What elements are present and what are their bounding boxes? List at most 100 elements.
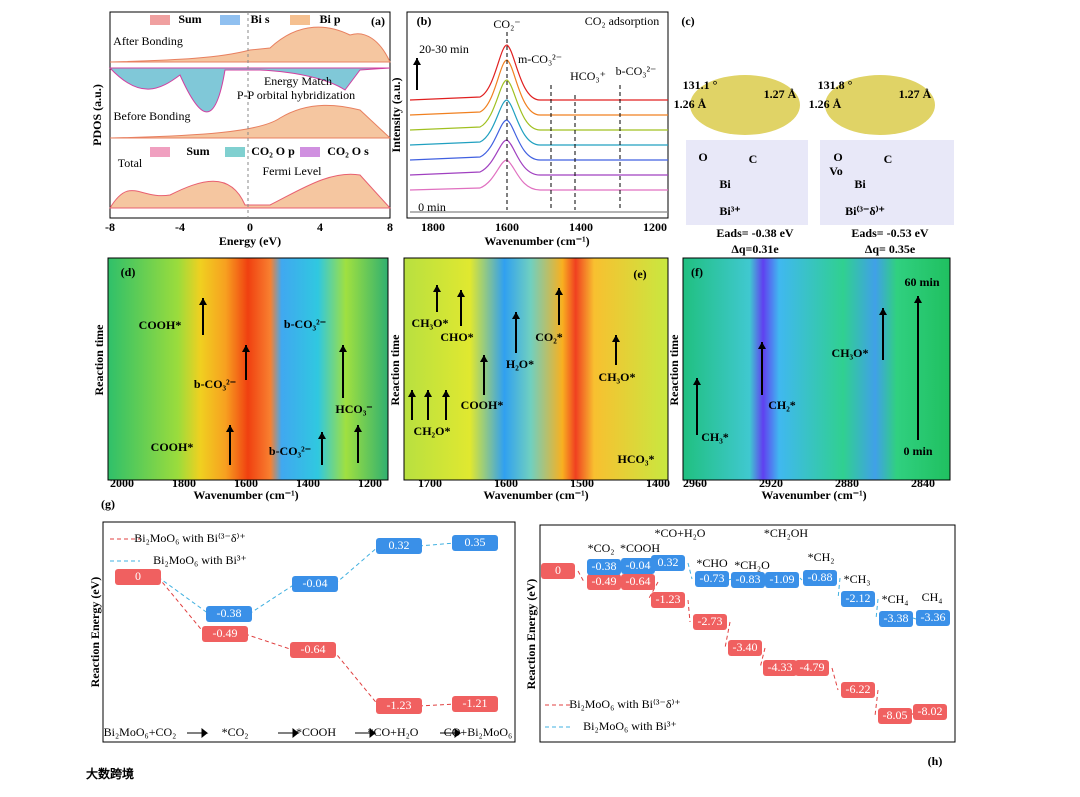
axis-label: Intensity (a.u.)	[389, 77, 403, 152]
energy-value: -0.83	[736, 572, 761, 586]
tick-label: -8	[105, 220, 115, 234]
label: Before Bonding	[114, 109, 191, 123]
arrow-head	[480, 355, 488, 362]
structure	[825, 75, 935, 135]
energy-level	[541, 563, 575, 579]
energy-value: -1.09	[770, 572, 795, 586]
tick-label: 1200	[358, 476, 382, 490]
label: C	[884, 152, 893, 166]
connector	[875, 598, 879, 620]
charge-map	[820, 140, 954, 225]
tick-label: 2920	[759, 476, 783, 490]
label: b-CO₃²⁻	[194, 377, 236, 391]
energy-value: -0.49	[592, 574, 617, 588]
arrow-head	[354, 425, 362, 432]
tick-label: 2000	[110, 476, 134, 490]
legend-entry: Bi₂MoO₆ with Bi⁽³⁻δ⁾⁺	[134, 531, 246, 545]
arrow-head	[555, 288, 563, 295]
energy-value: -0.73	[700, 571, 725, 585]
heatmap	[682, 257, 951, 481]
legend-swatch	[300, 147, 320, 157]
label: 0 min	[418, 200, 446, 214]
step-label: Bi₂MoO₆+CO₂	[104, 725, 177, 739]
label: HCO₃⁻	[335, 402, 372, 416]
energy-level	[841, 682, 875, 698]
energy-value: -0.38	[217, 606, 242, 620]
tick-label: 1600	[234, 476, 258, 490]
label: Vo	[829, 164, 843, 178]
tick-label: 8	[387, 220, 393, 234]
energy-value: 0.32	[658, 555, 679, 569]
connector	[799, 577, 803, 581]
energy-value: -3.38	[884, 611, 909, 625]
energy-value: -0.64	[626, 574, 651, 588]
legend-swatch	[225, 147, 245, 157]
arrow-head	[914, 296, 922, 303]
panel-label: (e)	[633, 267, 646, 281]
step-label: *CO+H₂O	[655, 526, 706, 540]
energy-level	[693, 614, 727, 630]
connector	[831, 667, 839, 691]
axis-label: Reaction time	[92, 324, 106, 396]
label: 1.26 Å	[809, 97, 842, 111]
charge-map	[686, 140, 808, 225]
energy-level	[765, 572, 799, 588]
panel-label: (h)	[928, 754, 943, 768]
energy-level	[115, 569, 161, 585]
connector	[837, 577, 841, 600]
energy-value: -8.02	[918, 704, 943, 718]
label: CH₃O*	[599, 370, 636, 384]
energy-value: -0.04	[626, 558, 651, 572]
energy-level	[651, 555, 685, 571]
label: CH₂*	[768, 398, 796, 412]
tick-label: 1600	[494, 476, 518, 490]
label: b-CO₃²⁻	[284, 317, 326, 331]
step-label: *CO+H₂O	[368, 725, 419, 739]
energy-value: 0.32	[389, 538, 410, 552]
step-label: *CH₂O	[734, 558, 770, 572]
label: CO₂ adsorption	[585, 14, 660, 28]
label: 1.26 Å	[674, 97, 707, 111]
energy-value: 0	[135, 569, 141, 583]
label: P-P orbital hybridization	[237, 88, 355, 102]
legend-swatch	[150, 147, 170, 157]
arrow-head	[512, 312, 520, 319]
curve	[109, 173, 392, 209]
step-label: *CH₂OH	[764, 526, 809, 540]
watermark: 大数跨境	[86, 766, 134, 781]
label: Eads= -0.38 eV	[716, 226, 794, 240]
tick-label: 0	[247, 220, 253, 234]
step-label: *CH₃	[844, 572, 871, 586]
axis-label: Reaction Energy (eV)	[524, 579, 538, 690]
arrow-head	[226, 425, 234, 432]
legend-entry: Bi₂MoO₆ with Bi⁽³⁻δ⁾⁺	[569, 697, 681, 711]
curve	[109, 26, 391, 63]
curve	[108, 67, 391, 113]
connector	[244, 633, 294, 651]
arrow-head	[424, 390, 432, 397]
step-label: CH₄	[922, 590, 943, 604]
connector	[724, 621, 731, 649]
energy-level	[621, 558, 655, 574]
connector	[577, 570, 585, 583]
energy-level	[587, 559, 621, 575]
energy-level	[452, 535, 498, 551]
label: COOH*	[151, 440, 194, 454]
energy-value: -4.33	[768, 660, 793, 674]
label: Energy Match	[264, 74, 332, 88]
frame	[102, 521, 516, 743]
tick-label: 1600	[495, 220, 519, 234]
tick-label: 2840	[911, 476, 935, 490]
energy-value: -1.23	[387, 698, 412, 712]
tick-label: 1700	[418, 476, 442, 490]
arrow-head	[693, 378, 701, 385]
energy-level	[878, 708, 912, 724]
axis-label: Reaction time	[388, 334, 402, 406]
connector	[418, 542, 456, 547]
label: Δq=0.31e	[731, 242, 779, 256]
label: 20-30 min	[419, 42, 469, 56]
legend-swatch	[290, 15, 310, 25]
connector	[332, 649, 380, 707]
step-label: CO+Bi₂MoO₆	[444, 725, 512, 739]
